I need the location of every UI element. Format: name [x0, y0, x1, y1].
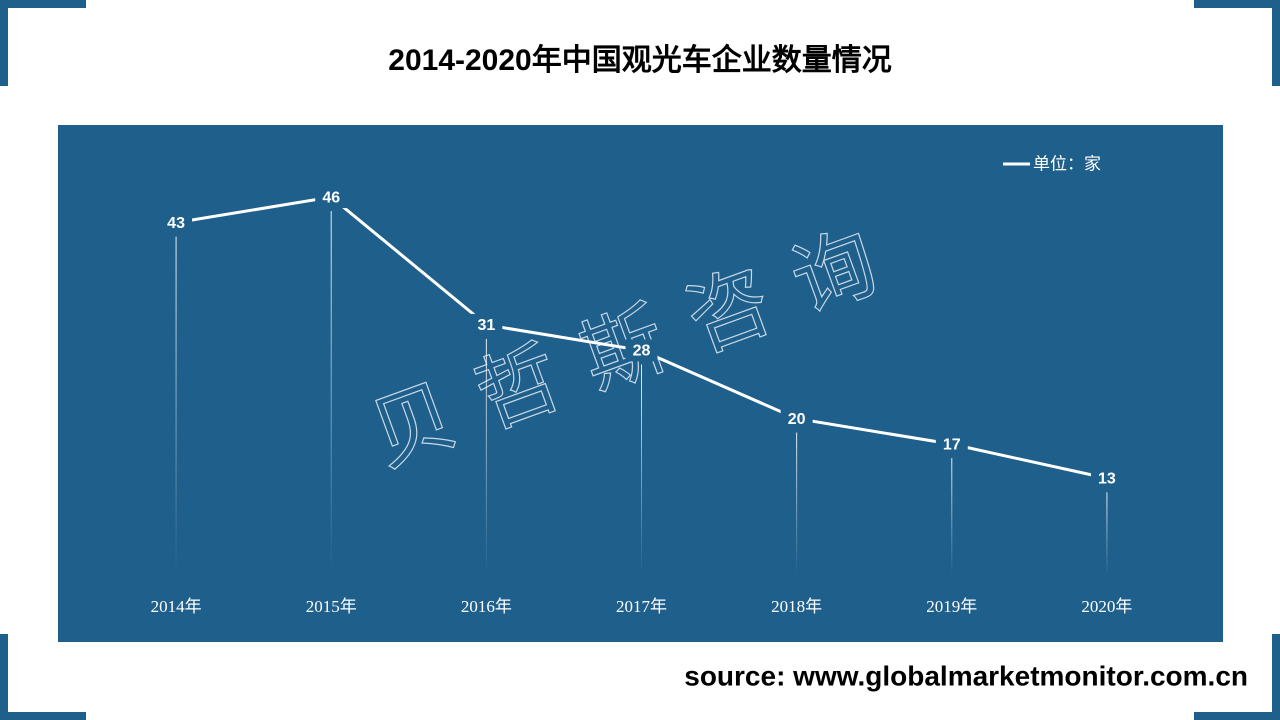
data-label: 43 — [167, 215, 185, 232]
label-background — [625, 339, 658, 362]
corner-bar — [0, 634, 8, 720]
corner-bar — [1194, 0, 1280, 8]
corner-bar — [0, 0, 86, 8]
x-tick-label: 2017年 — [616, 597, 667, 616]
marks: 2014年 2015年 2016年 2017年 2018年 2019年 2020年 43 46 3… — [151, 154, 1133, 615]
data-label: 20 — [788, 411, 806, 428]
legend-label: 单位：家 — [1033, 154, 1101, 173]
drop-line — [175, 236, 177, 575]
label-background — [780, 407, 813, 430]
data-label: 46 — [322, 189, 340, 206]
data-label: 28 — [633, 343, 651, 360]
corner-bar — [0, 0, 8, 86]
drop-line — [1106, 492, 1108, 575]
drop-line — [951, 458, 953, 575]
data-label: 31 — [477, 317, 495, 334]
corner-bar — [1272, 634, 1280, 720]
drop-line — [641, 364, 642, 575]
label-background — [160, 211, 193, 234]
label-background — [315, 186, 348, 209]
drop-line — [485, 338, 487, 575]
drop-line — [796, 432, 798, 575]
label-background — [935, 433, 968, 456]
x-tick-label: 2020年 — [1081, 597, 1132, 616]
x-tick-label: 2014年 — [151, 597, 202, 616]
data-label: 17 — [943, 436, 961, 453]
source: source: www.globalmarketmonitor.com.cn — [684, 660, 1248, 691]
label-background — [470, 313, 503, 336]
drop-line — [330, 211, 332, 575]
x-tick-label: 2019年 — [926, 597, 977, 616]
corner-bar — [1194, 712, 1280, 720]
corner-bar — [1272, 0, 1280, 86]
x-tick-label: 2015年 — [306, 597, 357, 616]
corner-bar — [0, 712, 86, 720]
data-label: 13 — [1098, 470, 1116, 487]
chart-title: 2014-2020年中国观光车企业数量情况 — [388, 43, 891, 77]
x-tick-label: 2016年 — [461, 597, 512, 616]
x-tick-label: 2018年 — [771, 597, 822, 616]
label-background — [1090, 467, 1123, 490]
